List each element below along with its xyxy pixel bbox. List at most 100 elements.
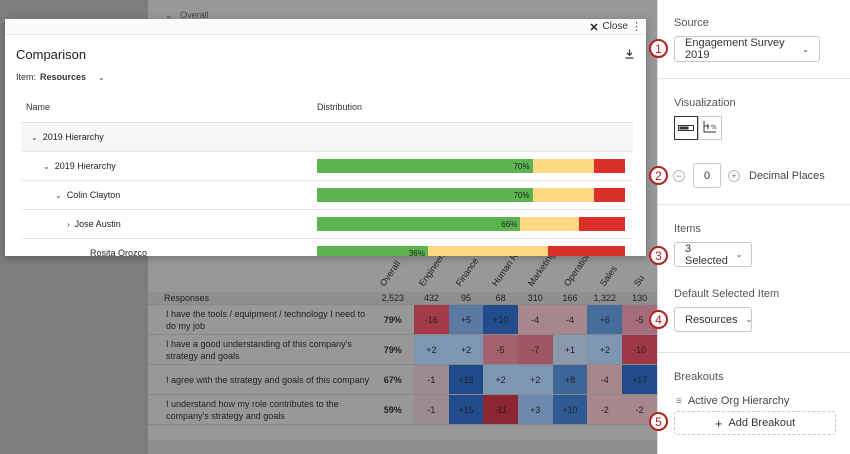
decimal-places-label: Decimal Places: [749, 170, 825, 182]
overall-score: 67%: [371, 364, 415, 395]
bar-chart-icon: [678, 125, 694, 131]
heatmap-row: I have a good understanding of this comp…: [148, 334, 657, 365]
add-breakout-label: Add Breakout: [728, 417, 796, 429]
tree-row[interactable]: › Jose Austin 66%: [21, 210, 633, 239]
heatmap-cell: -10: [622, 334, 657, 365]
distribution-bar: 70%: [317, 159, 625, 173]
modal-topbar: Close ⋮: [5, 19, 646, 35]
callout-badge-3: 3: [649, 246, 668, 265]
heatmap-cell: -4: [552, 304, 588, 335]
responses-row: Responses 2,523 432 95 68 310 166 1,322 130: [148, 292, 657, 305]
response-count: 95: [448, 292, 484, 305]
default-item-value: Resources: [685, 313, 738, 326]
heatmap-cell: -5: [483, 334, 518, 365]
negative-segment: [594, 159, 625, 173]
heatmap-cell: -4: [517, 304, 553, 335]
tree-row[interactable]: ⌄ Colin Clayton 70%: [21, 181, 633, 210]
visualization-label: Visualization: [674, 97, 736, 109]
tree-row[interactable]: Rosita Orozco 36%: [21, 239, 633, 256]
heatmap-visualization-button[interactable]: %: [698, 116, 722, 140]
heatmap-cell: -2: [587, 394, 623, 425]
heatmap-row: I agree with the strategy and goals of t…: [148, 364, 657, 395]
decrease-decimal-button[interactable]: −: [673, 170, 685, 182]
default-selected-item-label: Default Selected Item: [674, 288, 780, 300]
bar-visualization-button[interactable]: [674, 116, 698, 140]
close-button[interactable]: Close: [590, 21, 628, 32]
heatmap-cell: +18: [448, 364, 484, 395]
source-value: Engagement Survey 2019: [685, 37, 785, 61]
tree-row-name: 2019 Hierarchy: [54, 161, 116, 171]
table-percent-icon: %: [703, 121, 717, 133]
tree-row-name: Colin Clayton: [66, 190, 121, 200]
neutral-segment: [532, 159, 595, 173]
close-icon: [590, 22, 598, 31]
download-icon[interactable]: [625, 49, 634, 62]
overall-score: 59%: [371, 394, 415, 425]
source-dropdown[interactable]: Engagement Survey 2019 ⌄: [674, 36, 820, 62]
breakout-item[interactable]: ≡ Active Org Hierarchy: [676, 395, 789, 407]
decimal-places-input[interactable]: 0: [693, 163, 721, 188]
comparison-tree: ⌄ 2019 Hierarchy ⌄ 2019 Hierarchy 70% ⌄ Colin …: [21, 122, 633, 256]
neutral-segment: [520, 217, 579, 231]
heatmap-cell: -4: [587, 364, 623, 395]
increase-decimal-button[interactable]: +: [728, 170, 740, 182]
heatmap-column-headers: Overall Engineering Finance Human Re Marketi…: [148, 243, 657, 292]
heatmap-cell: +10: [552, 394, 588, 425]
chevron-down-icon: ⌄: [802, 44, 809, 54]
chevron-down-icon: ⌄: [735, 250, 743, 259]
decimal-value: 0: [703, 169, 711, 182]
modal-title: Comparison: [16, 47, 87, 62]
tree-row-name: Jose Austin: [74, 219, 121, 229]
heatmap-cell: -7: [517, 334, 553, 365]
chevron-down-icon: ⌄: [165, 10, 173, 20]
default-item-dropdown[interactable]: Resources ⌄: [674, 307, 752, 332]
responses-label: Responses: [148, 292, 372, 305]
chevron-down-icon[interactable]: ⌄: [43, 161, 50, 171]
items-value: 3 Selected: [685, 242, 728, 267]
positive-segment: 70%: [317, 188, 533, 202]
callout-badge-1: 1: [649, 39, 668, 58]
heatmap-cell: +3: [517, 394, 553, 425]
response-count: 166: [552, 292, 588, 305]
chevron-down-icon: ⌄: [98, 72, 105, 82]
heatmap-cell: +15: [448, 394, 484, 425]
heatmap-widget: Overall Engineering Finance Human Re Marketi…: [148, 243, 657, 440]
neutral-segment: [532, 188, 595, 202]
heatmap-cell: +1: [552, 334, 588, 365]
positive-percent: 70%: [513, 161, 530, 171]
heatmap-cell: +2: [517, 364, 553, 395]
close-label: Close: [602, 21, 628, 32]
tree-row-name: Rosita Orozco: [90, 248, 148, 256]
heatmap-cell: +2: [587, 334, 623, 365]
bottom-band: [148, 440, 657, 454]
svg-text:%: %: [711, 124, 717, 131]
source-label: Source: [674, 17, 709, 29]
chevron-down-icon[interactable]: ⌄: [31, 132, 38, 142]
question-text: I understand how my role contributes to …: [148, 394, 372, 425]
distribution-bar: 66%: [317, 217, 625, 231]
heatmap-row: I have the tools / equipment / technolog…: [148, 304, 657, 335]
drag-handle-icon[interactable]: ≡: [676, 395, 682, 407]
positive-percent: 36%: [408, 248, 425, 257]
positive-percent: 66%: [501, 219, 518, 229]
comparison-modal: Close ⋮ Comparison Item: Resources ⌄ Nam…: [5, 19, 646, 256]
items-dropdown[interactable]: 3 Selected ⌄: [674, 242, 752, 267]
callout-badge-2: 2: [649, 166, 668, 185]
negative-segment: [594, 188, 625, 202]
positive-segment: 70%: [317, 159, 533, 173]
chevron-right-icon[interactable]: ›: [67, 219, 70, 229]
item-value: Resources: [40, 72, 87, 82]
heatmap-cell: +6: [587, 304, 623, 335]
add-breakout-button[interactable]: + Add Breakout: [674, 411, 836, 435]
tree-row[interactable]: ⌄ 2019 Hierarchy 70%: [21, 152, 633, 181]
positive-segment: 36%: [317, 246, 428, 256]
tree-row[interactable]: ⌄ 2019 Hierarchy: [21, 123, 633, 152]
overall-section-label: ⌄ Overall: [165, 10, 209, 20]
chevron-down-icon[interactable]: ⌄: [55, 190, 62, 200]
positive-segment: 66%: [317, 217, 521, 231]
heatmap-cell: +5: [448, 304, 484, 335]
more-options-icon[interactable]: ⋮: [631, 21, 642, 33]
question-text: I agree with the strategy and goals of t…: [148, 364, 372, 395]
positive-percent: 70%: [513, 190, 530, 200]
item-selector[interactable]: Item: Resources ⌄: [16, 72, 105, 82]
